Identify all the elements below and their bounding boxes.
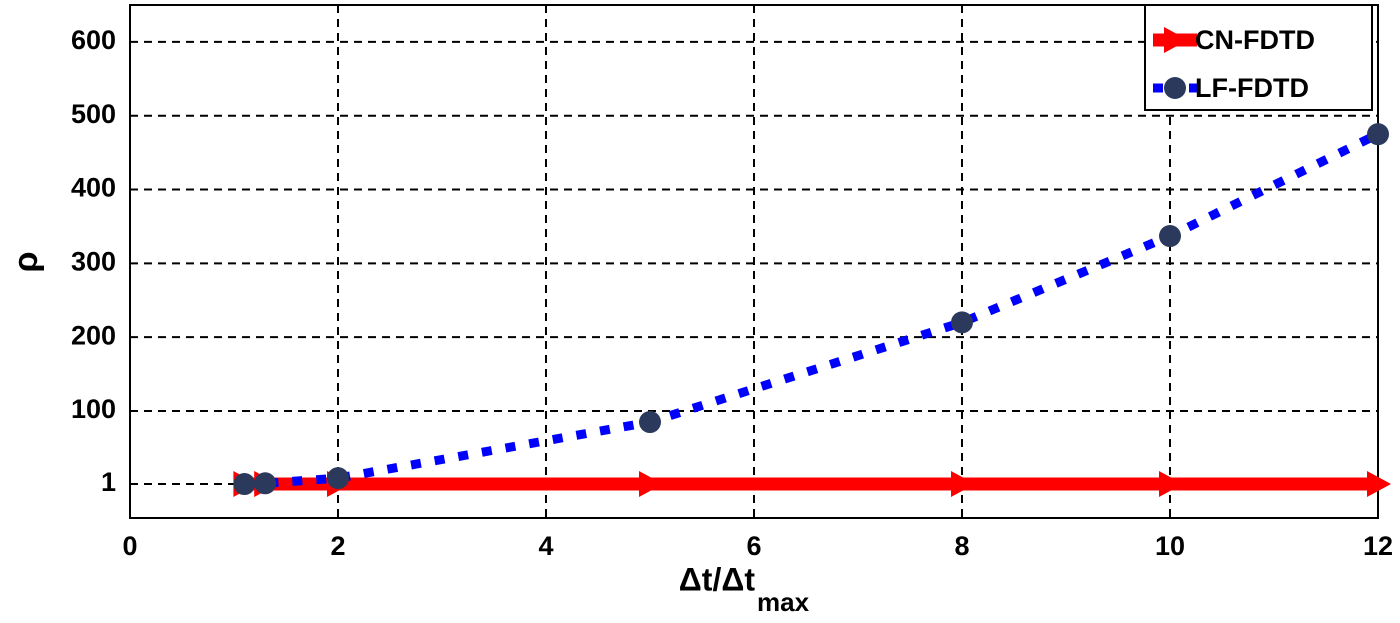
y-axis-label: ρ: [7, 251, 45, 272]
plot-frame: [129, 4, 1379, 519]
legend-label: LF-FDTD: [1195, 73, 1309, 103]
y-tick-label: 300: [71, 246, 116, 276]
x-tick-label: 8: [954, 531, 969, 561]
marker: [233, 473, 256, 496]
marker: [1159, 225, 1181, 248]
x-tick-label: 4: [538, 531, 553, 561]
legend-marker: [1164, 77, 1186, 99]
legend-marker: [1164, 27, 1188, 53]
marker: [951, 471, 975, 498]
y-tick-label: 600: [71, 25, 116, 55]
marker: [1367, 123, 1389, 146]
x-tick-label: 10: [1155, 531, 1185, 561]
marker: [639, 471, 663, 498]
x-axis-label: Δt/Δt: [679, 561, 756, 597]
marker: [1367, 471, 1391, 498]
x-axis-label-subscript: max: [757, 587, 810, 617]
y-tick-label: 400: [71, 173, 116, 203]
y-tick-label: 100: [71, 394, 116, 424]
x-tick-label: 0: [122, 531, 137, 561]
x-tick-label: 12: [1363, 531, 1393, 561]
marker: [639, 411, 661, 434]
marker: [951, 311, 973, 334]
legend: CN-FDTD LF-FDTD: [1144, 4, 1373, 111]
y-tick-label: 200: [71, 320, 116, 350]
y-tick-label: 1: [101, 467, 116, 497]
x-tick-label: 2: [330, 531, 345, 561]
marker: [254, 472, 277, 495]
y-tick-label: 500: [71, 99, 116, 129]
marker: [1159, 471, 1183, 498]
legend-label: CN-FDTD: [1195, 25, 1315, 55]
x-tick-label: 6: [746, 531, 761, 561]
marker: [327, 467, 349, 490]
